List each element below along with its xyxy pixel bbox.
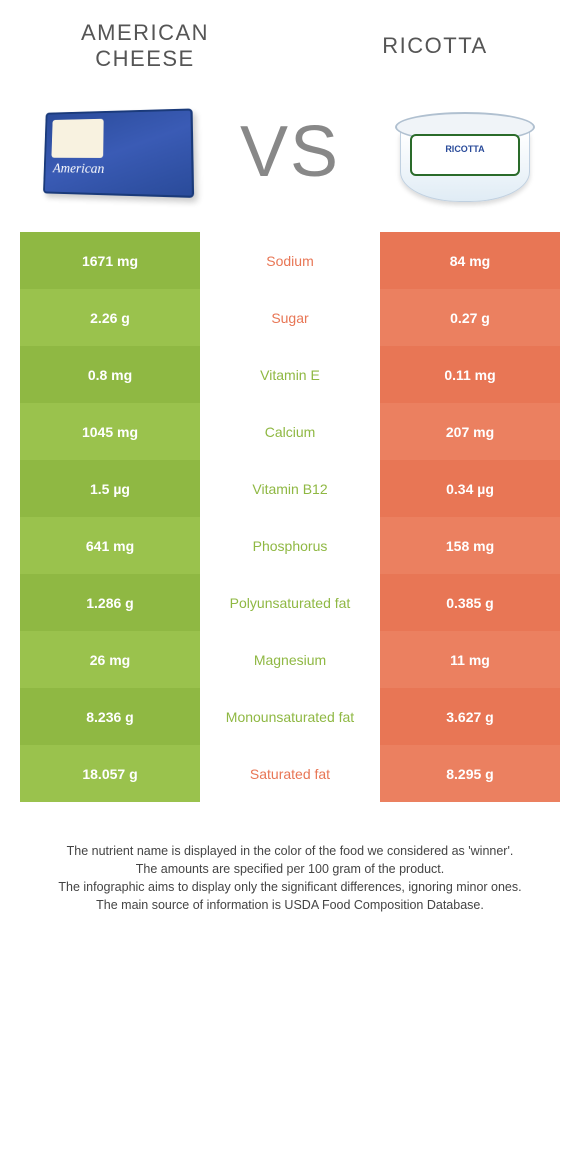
table-row: 8.236 gMonounsaturated fat3.627 g (20, 688, 560, 745)
left-value: 8.236 g (20, 688, 200, 745)
table-row: 1671 mgSodium84 mg (20, 232, 560, 289)
left-value: 18.057 g (20, 745, 200, 802)
table-row: 2.26 gSugar0.27 g (20, 289, 560, 346)
right-value: 84 mg (380, 232, 560, 289)
left-value: 641 mg (20, 517, 200, 574)
right-value: 8.295 g (380, 745, 560, 802)
footnotes: The nutrient name is displayed in the co… (30, 842, 550, 914)
footnote-line: The main source of information is USDA F… (30, 896, 550, 914)
table-row: 1.286 gPolyunsaturated fat0.385 g (20, 574, 560, 631)
nutrient-label: Calcium (200, 403, 380, 460)
right-value: 3.627 g (380, 688, 560, 745)
right-value: 0.11 mg (380, 346, 560, 403)
nutrient-label: Sodium (200, 232, 380, 289)
right-value: 158 mg (380, 517, 560, 574)
footnote-line: The nutrient name is displayed in the co… (30, 842, 550, 860)
table-row: 1045 mgCalcium207 mg (20, 403, 560, 460)
ricotta-tub-label: RICOTTA (410, 134, 520, 176)
right-value: 0.27 g (380, 289, 560, 346)
left-value: 1.5 µg (20, 460, 200, 517)
left-product-image (30, 92, 200, 212)
table-row: 1.5 µgVitamin B120.34 µg (20, 460, 560, 517)
nutrient-label: Vitamin E (200, 346, 380, 403)
vs-label: VS (240, 111, 340, 193)
left-value: 1.286 g (20, 574, 200, 631)
nutrient-label: Sugar (200, 289, 380, 346)
table-row: 641 mgPhosphorus158 mg (20, 517, 560, 574)
table-row: 18.057 gSaturated fat8.295 g (20, 745, 560, 802)
nutrient-label: Magnesium (200, 631, 380, 688)
ricotta-tub-icon: RICOTTA (390, 102, 540, 202)
left-value: 2.26 g (20, 289, 200, 346)
nutrient-label: Saturated fat (200, 745, 380, 802)
right-value: 11 mg (380, 631, 560, 688)
footnote-line: The amounts are specified per 100 gram o… (30, 860, 550, 878)
right-value: 0.34 µg (380, 460, 560, 517)
table-row: 0.8 mgVitamin E0.11 mg (20, 346, 560, 403)
nutrient-label: Monounsaturated fat (200, 688, 380, 745)
nutrient-label: Polyunsaturated fat (200, 574, 380, 631)
nutrient-label: Vitamin B12 (200, 460, 380, 517)
right-title: RICOTTA (320, 33, 550, 59)
right-value: 0.385 g (380, 574, 560, 631)
nutrient-label: Phosphorus (200, 517, 380, 574)
left-value: 1671 mg (20, 232, 200, 289)
right-product-image: RICOTTA (380, 92, 550, 212)
left-value: 1045 mg (20, 403, 200, 460)
cheese-box-icon (43, 108, 194, 197)
table-row: 26 mgMagnesium11 mg (20, 631, 560, 688)
left-value: 0.8 mg (20, 346, 200, 403)
left-title: AMERICAN CHEESE (30, 20, 260, 72)
left-value: 26 mg (20, 631, 200, 688)
images-row: VS RICOTTA (0, 82, 580, 232)
header: AMERICAN CHEESE RICOTTA (0, 0, 580, 82)
footnote-line: The infographic aims to display only the… (30, 878, 550, 896)
comparison-table: 1671 mgSodium84 mg2.26 gSugar0.27 g0.8 m… (20, 232, 560, 802)
right-value: 207 mg (380, 403, 560, 460)
